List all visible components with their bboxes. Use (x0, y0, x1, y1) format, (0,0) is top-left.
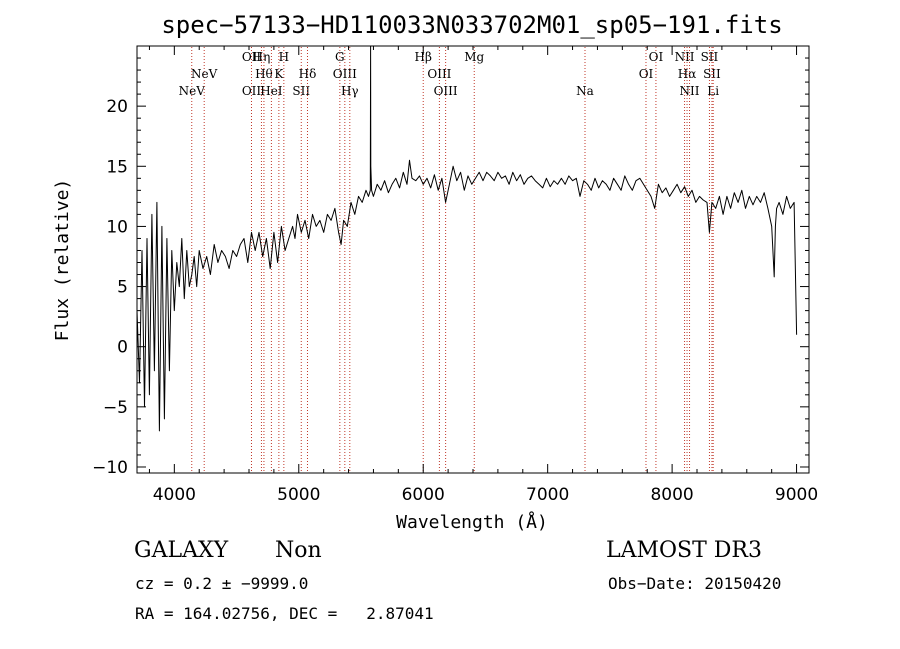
line-marker-label: Hδ (299, 67, 317, 81)
line-marker-label: Na (576, 84, 594, 98)
chart-title: spec−57133−HD110033N033702M01_sp05−191.f… (161, 11, 782, 39)
line-marker-label: OIII (427, 67, 451, 81)
line-marker-label: Hβ (415, 50, 432, 64)
x-axis-label: Wavelength (Å) (396, 511, 548, 533)
line-marker-label: OII (242, 84, 262, 98)
y-axis: −10 −5 0 5 10 15 20 (92, 57, 809, 478)
line-marker-label: OIII (333, 67, 357, 81)
line-marker-label: NeV (179, 84, 206, 98)
ra-dec: RA = 164.02756, DEC = 2.87041 (135, 604, 434, 623)
line-marker-label: SII (703, 67, 721, 81)
y-tick-label: 10 (106, 217, 128, 237)
survey-name: LAMOST DR3 (606, 538, 762, 563)
line-marker-label: H (279, 50, 289, 64)
x-tick-label: 5000 (277, 485, 320, 505)
y-tick-label: −10 (92, 458, 128, 478)
emission-line-markers: NeVNeVOIIOIIHηHθHeIKHSIIHδGOIIIHγHβOIIIO… (179, 47, 721, 472)
line-marker-label: HeI (260, 84, 283, 98)
x-tick-label: 8000 (650, 485, 693, 505)
y-tick-label: −5 (103, 398, 128, 418)
y-tick-label: 15 (106, 157, 128, 177)
line-marker-label: K (274, 67, 284, 81)
line-marker-label: SII (701, 50, 719, 64)
x-tick-label: 4000 (153, 485, 196, 505)
line-marker-label: Hα (678, 67, 697, 81)
line-marker-label: NII (675, 50, 695, 64)
y-tick-label: 0 (117, 338, 128, 358)
line-marker-label: Hθ (255, 67, 273, 81)
line-marker-label: OI (639, 67, 654, 81)
line-marker-label: G (335, 50, 345, 64)
line-marker-label: Li (707, 84, 719, 98)
redshift-cz: cz = 0.2 ± −9999.0 (135, 574, 309, 593)
object-subclass: Non (275, 538, 322, 563)
line-marker-label: NeV (191, 67, 218, 81)
y-axis-label: Flux (relative) (52, 179, 73, 342)
object-class: GALAXY (134, 538, 229, 563)
line-marker-label: Hγ (341, 84, 359, 98)
line-marker-label: NII (680, 84, 700, 98)
spectrum-line (136, 45, 798, 432)
x-tick-label: 9000 (775, 485, 818, 505)
line-marker-label: Hη (253, 50, 271, 64)
x-axis: 4000 5000 6000 7000 8000 9000 (148, 46, 818, 505)
plot-frame (136, 45, 810, 474)
x-tick-label: 6000 (402, 485, 445, 505)
y-tick-label: 20 (106, 97, 128, 117)
spectrum-series (136, 45, 798, 432)
line-marker-label: Mg (464, 50, 484, 64)
y-tick-label: 5 (117, 278, 128, 298)
x-tick-label: 7000 (526, 485, 569, 505)
line-marker-label: OI (649, 50, 664, 64)
line-marker-label: OIII (434, 84, 458, 98)
line-marker-label: SII (292, 84, 310, 98)
obs-date: Obs−Date: 20150420 (608, 574, 782, 593)
